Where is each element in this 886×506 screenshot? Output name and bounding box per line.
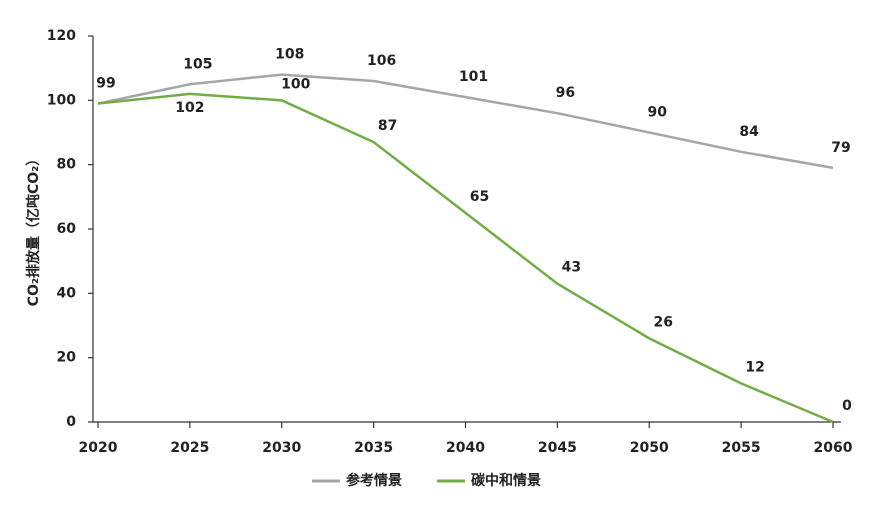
data-label: 90	[648, 105, 668, 121]
x-tick-label: 2030	[262, 440, 301, 456]
x-tick-label: 2045	[538, 440, 577, 456]
legend-label: 参考情景	[346, 472, 402, 489]
data-label: 105	[183, 56, 212, 72]
y-axis-title: CO₂排放量（亿吨CO₂）	[25, 152, 42, 307]
x-tick-label: 2050	[630, 440, 669, 456]
x-tick-label: 2020	[79, 440, 118, 456]
data-label: 101	[459, 69, 488, 85]
x-tick-label: 2035	[354, 440, 393, 456]
data-label: 0	[842, 398, 852, 414]
data-label: 102	[175, 100, 204, 116]
y-tick-label: 60	[57, 221, 77, 237]
data-label: 84	[739, 124, 759, 140]
y-tick-label: 40	[57, 285, 77, 301]
line	[97, 92, 834, 424]
data-label: 106	[367, 53, 396, 69]
data-label: 43	[562, 260, 581, 276]
x-tick-label: 2060	[814, 440, 853, 456]
data-label: 79	[831, 140, 850, 156]
data-label: 108	[275, 47, 304, 63]
x-tick-label: 2040	[446, 440, 485, 456]
data-label: 96	[556, 85, 575, 101]
y-tick-label: 80	[57, 157, 77, 173]
data-label: 87	[378, 118, 397, 134]
y-tick-label: 0	[66, 414, 76, 430]
legend-label: 碳中和情景	[471, 472, 541, 489]
line	[97, 73, 834, 170]
y-tick-label: 20	[57, 350, 77, 366]
data-label: 12	[745, 359, 764, 375]
data-label: 99	[96, 76, 115, 92]
data-label: 26	[654, 314, 673, 330]
x-tick-label: 2025	[170, 440, 209, 456]
data-label: 65	[470, 189, 489, 205]
y-tick-label: 120	[47, 28, 76, 44]
x-tick-label: 2055	[722, 440, 761, 456]
y-tick-label: 100	[47, 92, 76, 108]
data-label: 100	[281, 76, 310, 92]
